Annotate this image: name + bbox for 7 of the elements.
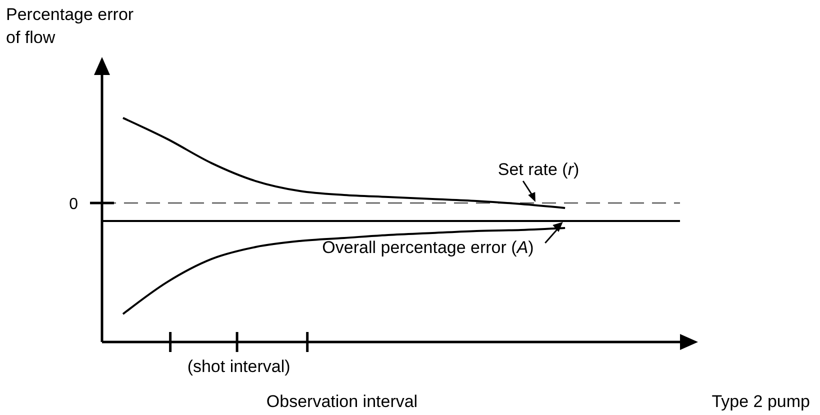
y-axis-title: Percentage error of flow [6,5,134,47]
ref-line-label: 0 [69,196,78,214]
annotation: Set rate (r) [498,160,580,180]
text: (shot interval) [187,357,290,376]
x-axis-title: Observation interval [266,392,418,411]
text: Type 2 pump [712,392,810,411]
annotation: Overall percentage error (A) [322,238,534,257]
